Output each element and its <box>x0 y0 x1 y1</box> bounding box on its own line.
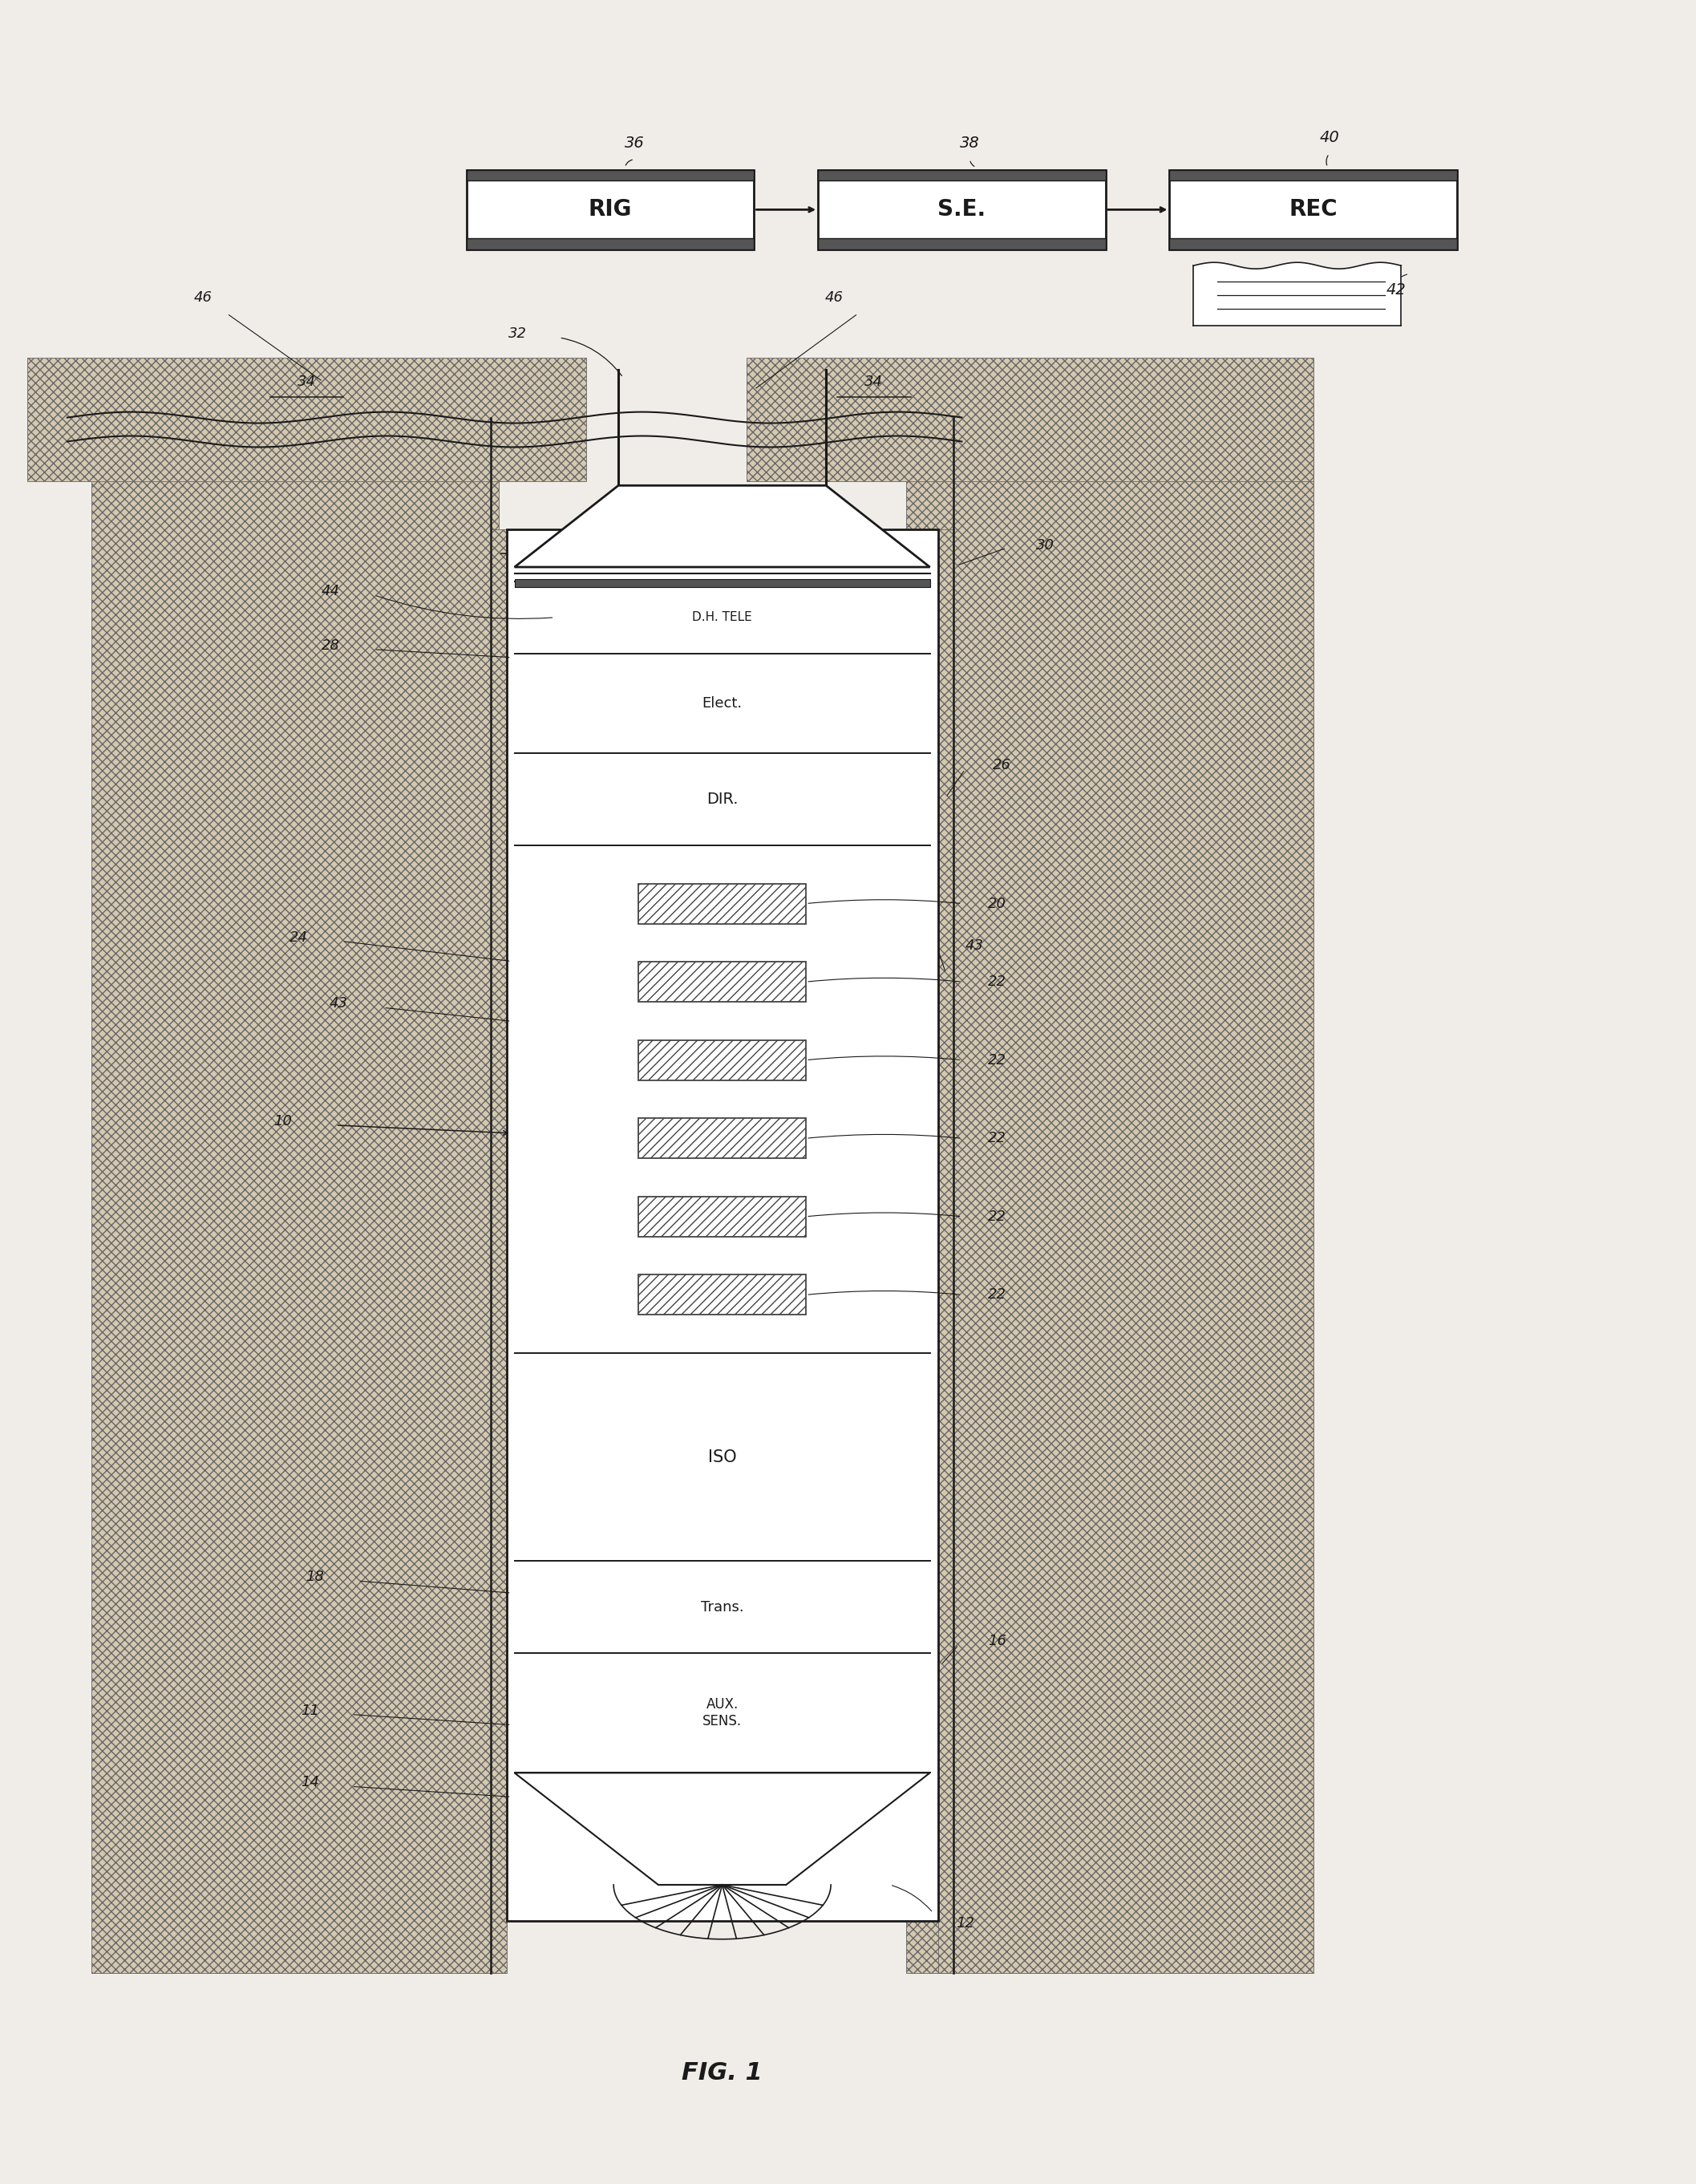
Text: D.H. TELE: D.H. TELE <box>692 612 751 622</box>
Bar <box>466 170 755 181</box>
Text: 14: 14 <box>300 1776 319 1789</box>
Text: 22: 22 <box>987 1289 1006 1302</box>
Bar <box>817 238 1106 249</box>
Bar <box>1170 170 1457 249</box>
Bar <box>507 529 938 1920</box>
Text: ISO: ISO <box>707 1448 736 1465</box>
Text: 36: 36 <box>624 135 644 151</box>
Bar <box>938 529 953 1972</box>
Text: 28: 28 <box>322 638 339 653</box>
Bar <box>638 1040 806 1081</box>
Text: REC: REC <box>1289 199 1338 221</box>
Bar <box>466 170 755 249</box>
Text: AUX.
SENS.: AUX. SENS. <box>702 1697 741 1728</box>
Text: 24: 24 <box>290 930 309 943</box>
Text: 32: 32 <box>509 325 527 341</box>
Text: 30: 30 <box>1036 537 1055 553</box>
Text: 22: 22 <box>987 974 1006 989</box>
Text: S.E.: S.E. <box>938 199 985 221</box>
Bar <box>817 170 1106 181</box>
Text: 22: 22 <box>987 1210 1006 1223</box>
Bar <box>638 1275 806 1315</box>
Bar <box>746 358 1313 480</box>
Bar <box>466 238 755 249</box>
Bar <box>1170 170 1457 181</box>
Text: 43: 43 <box>965 939 984 952</box>
Bar <box>638 961 806 1002</box>
Text: 26: 26 <box>992 758 1011 773</box>
Bar <box>817 170 1106 249</box>
Bar <box>92 417 499 1972</box>
Bar <box>638 1197 806 1236</box>
Text: FIG. 1: FIG. 1 <box>682 2062 763 2084</box>
Bar <box>638 1118 806 1158</box>
Text: 20: 20 <box>987 895 1006 911</box>
Bar <box>27 358 587 480</box>
Polygon shape <box>514 1773 929 1885</box>
Text: 16: 16 <box>987 1634 1006 1649</box>
Text: 46: 46 <box>193 290 212 306</box>
Polygon shape <box>514 485 929 568</box>
Text: 18: 18 <box>305 1570 324 1583</box>
Bar <box>906 417 1313 1972</box>
Text: 34: 34 <box>297 373 315 389</box>
Text: 12: 12 <box>957 1915 974 1931</box>
Text: 40: 40 <box>1319 131 1340 146</box>
Text: 11: 11 <box>300 1704 319 1717</box>
Text: 42: 42 <box>1386 282 1406 297</box>
Bar <box>638 885 806 924</box>
Text: 34: 34 <box>865 373 884 389</box>
Text: 43: 43 <box>329 996 348 1011</box>
Text: 44: 44 <box>322 583 339 598</box>
Text: 38: 38 <box>960 135 980 151</box>
Text: Trans.: Trans. <box>700 1599 745 1614</box>
Text: 22: 22 <box>987 1131 1006 1147</box>
Text: 10: 10 <box>273 1114 292 1129</box>
Text: RIG: RIG <box>589 199 633 221</box>
Text: 22: 22 <box>987 1053 1006 1068</box>
Bar <box>1170 238 1457 249</box>
Text: 46: 46 <box>824 290 843 306</box>
Bar <box>514 579 929 587</box>
Bar <box>490 529 507 1972</box>
Text: Elect.: Elect. <box>702 697 743 710</box>
Text: DIR.: DIR. <box>706 793 738 806</box>
